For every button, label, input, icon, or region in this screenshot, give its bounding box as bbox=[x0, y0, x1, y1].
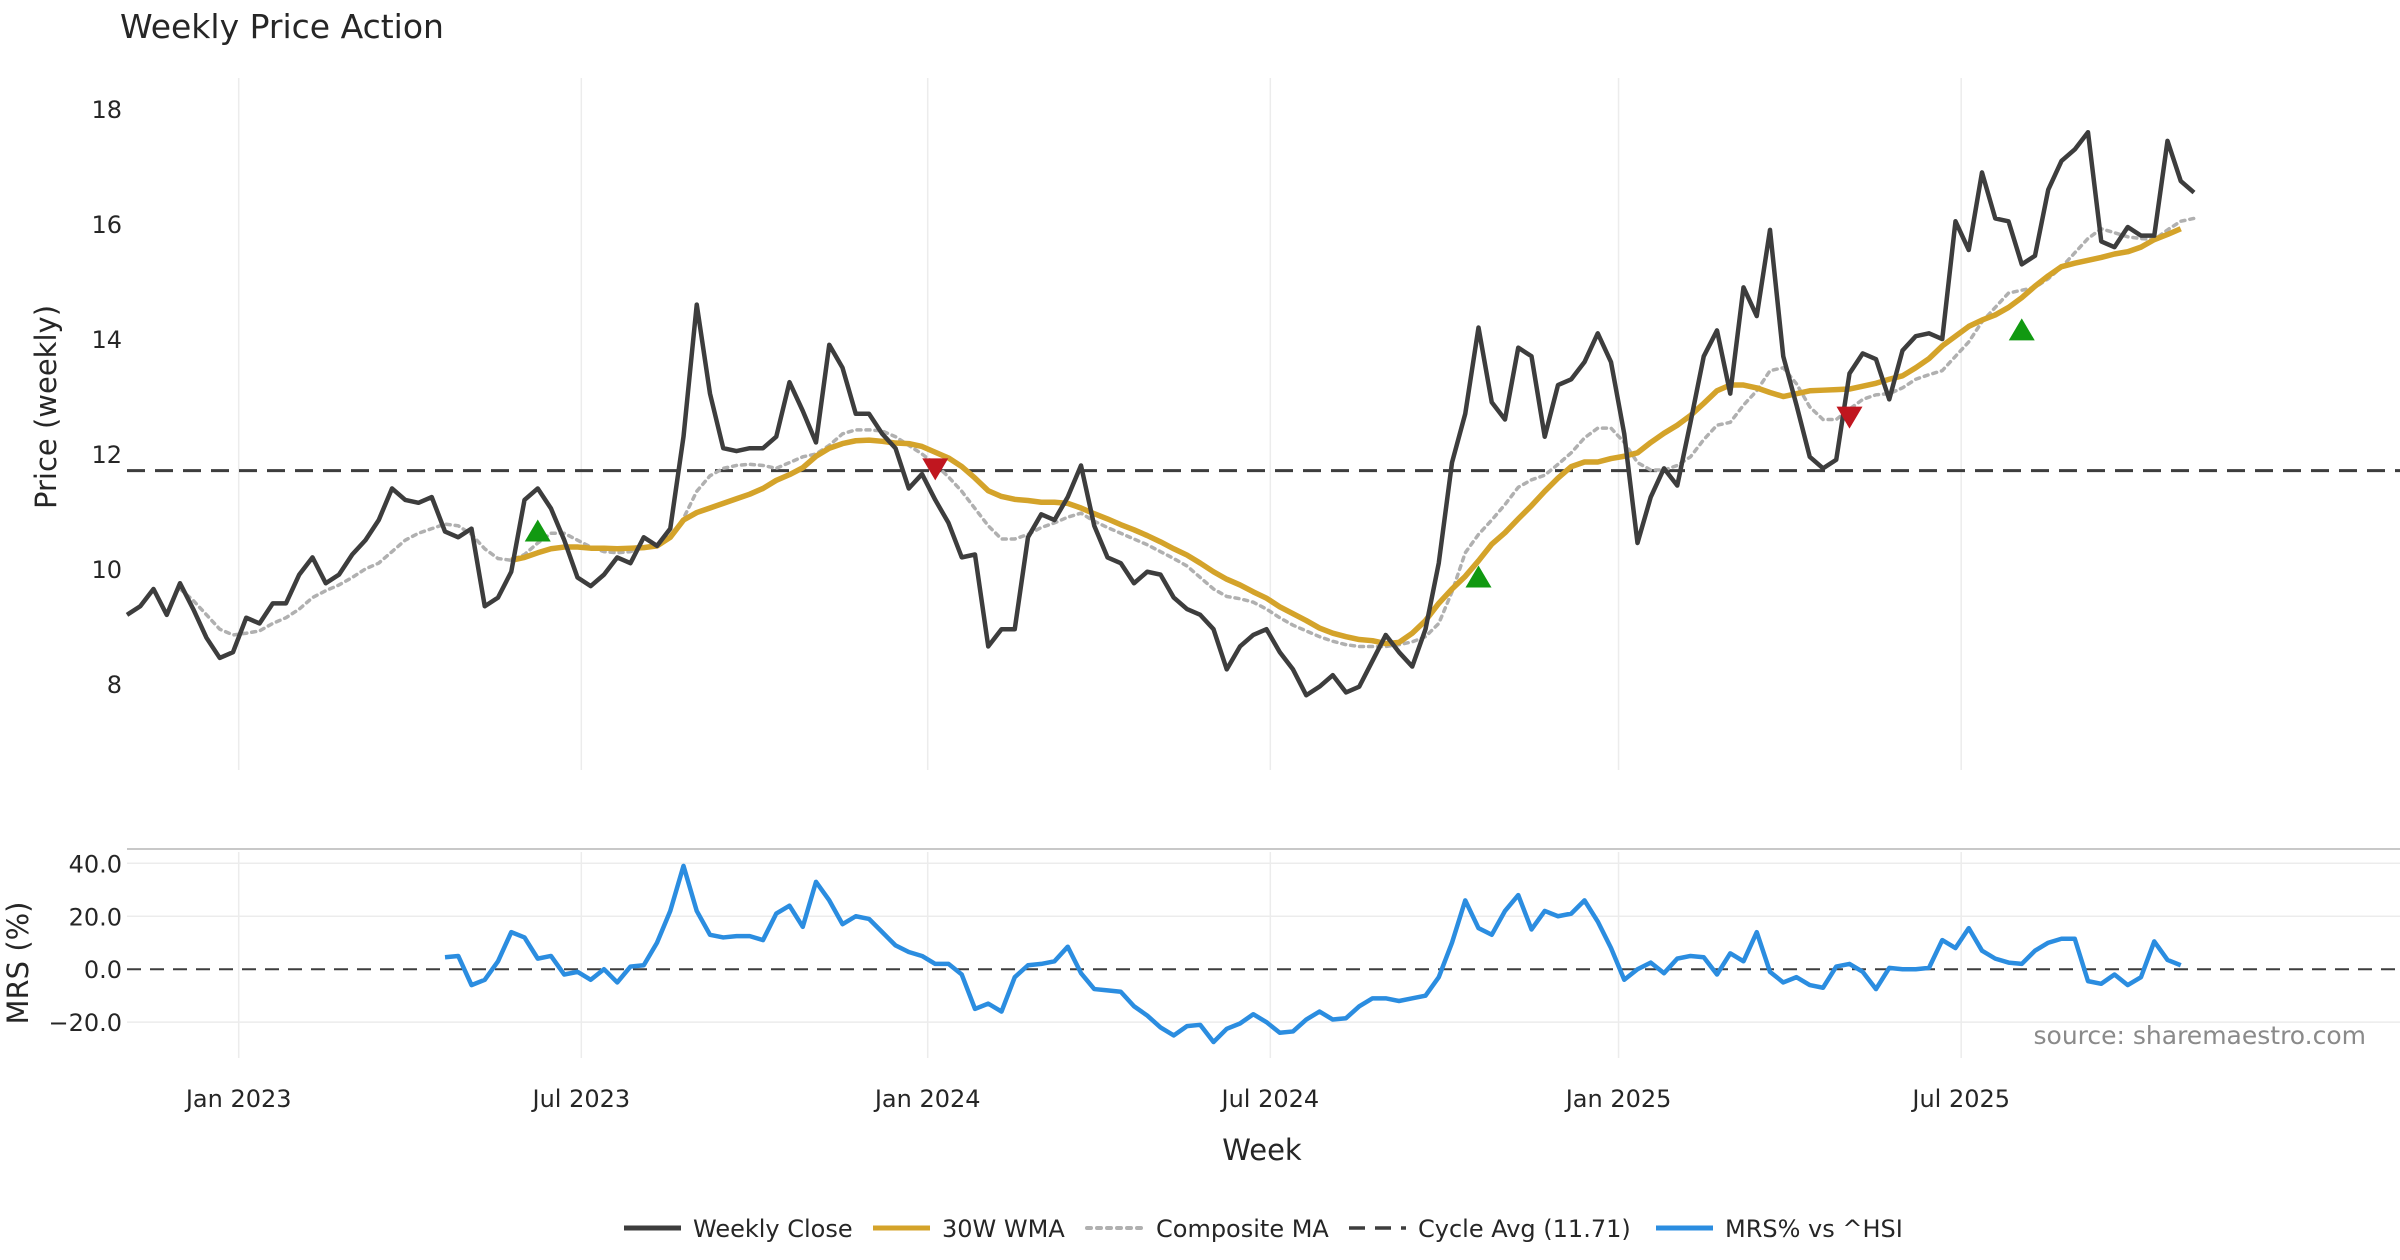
x-tick-label: Jul 2023 bbox=[531, 1085, 631, 1113]
mrs-y-tick-label: 0.0 bbox=[84, 956, 122, 984]
sell-signal-marker bbox=[1836, 406, 1863, 429]
mrs-y-tick-label: −20.0 bbox=[48, 1009, 122, 1037]
x-axis-ticks: Jan 2023 Jul 2023 Jan 2024 Jul 2024 Jan 2025… bbox=[184, 1085, 2010, 1113]
price-y-tick-label: 18 bbox=[91, 96, 122, 124]
price-gridlines bbox=[237, 78, 1962, 770]
chart-title: Weekly Price Action bbox=[120, 7, 444, 46]
price-y-tick-label: 16 bbox=[91, 211, 122, 239]
price-y-tick-label: 10 bbox=[91, 556, 122, 584]
price-y-axis-label: Price (weekly) bbox=[29, 305, 63, 509]
price-y-tick-label: 12 bbox=[91, 441, 122, 469]
buy-signal-marker bbox=[1465, 565, 1492, 588]
wma-30w-line bbox=[510, 226, 2182, 647]
price-y-ticks: 8 10 12 14 16 18 bbox=[91, 96, 122, 699]
mrs-line bbox=[444, 863, 2182, 1045]
x-axis-label: Week bbox=[1222, 1133, 1302, 1167]
mrs-panel: 40.0 20.0 0.0 −20.0 bbox=[48, 850, 2400, 1058]
legend-label: Composite MA bbox=[1156, 1215, 1329, 1243]
legend-label: Cycle Avg (11.71) bbox=[1418, 1215, 1631, 1243]
x-tick-label: Jul 2025 bbox=[1910, 1085, 2010, 1113]
legend-label: Weekly Close bbox=[693, 1215, 853, 1243]
mrs-series bbox=[127, 863, 2400, 1045]
source-annotation: source: sharemaestro.com bbox=[2034, 1021, 2367, 1050]
mrs-y-tick-label: 40.0 bbox=[69, 850, 122, 878]
sell-signal-marker bbox=[922, 458, 949, 481]
trade-signals bbox=[524, 318, 2035, 588]
mrs-y-tick-label: 20.0 bbox=[69, 903, 122, 931]
price-y-tick-label: 14 bbox=[91, 326, 122, 354]
legend-label: 30W WMA bbox=[942, 1215, 1065, 1243]
x-tick-label: Jan 2024 bbox=[873, 1085, 981, 1113]
buy-signal-marker bbox=[524, 519, 551, 542]
legend-label: MRS% vs ^HSI bbox=[1725, 1215, 1903, 1243]
legend: Weekly Close 30W WMA Composite MA Cycle Avg… bbox=[624, 1215, 1903, 1243]
x-tick-label: Jul 2024 bbox=[1220, 1085, 1320, 1113]
x-tick-label: Jan 2025 bbox=[1564, 1085, 1672, 1113]
price-series bbox=[125, 129, 2400, 698]
mrs-y-ticks: 40.0 20.0 0.0 −20.0 bbox=[48, 850, 122, 1037]
price-y-tick-label: 8 bbox=[107, 671, 122, 699]
buy-signal-marker bbox=[2008, 318, 2035, 341]
x-tick-label: Jan 2023 bbox=[184, 1085, 292, 1113]
weekly-close-line bbox=[125, 129, 2196, 698]
mrs-y-axis-label: MRS (%) bbox=[1, 902, 35, 1025]
price-panel: 8 10 12 14 16 18 bbox=[91, 78, 2400, 770]
